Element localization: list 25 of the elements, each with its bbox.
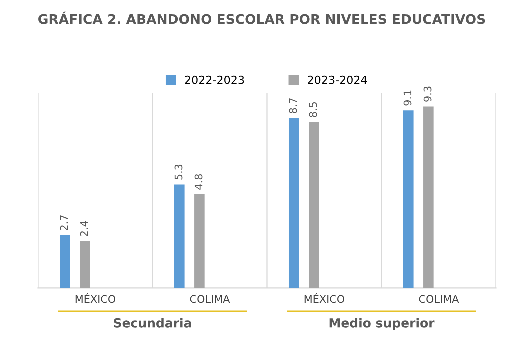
bar [194,194,205,288]
bar [80,241,90,288]
bar [60,235,70,288]
chart-title: GRÁFICA 2. ABANDONO ESCOLAR POR NIVELES EDUCATIVOS [38,12,486,24]
bar [403,110,414,288]
data-label: 9.3 [424,86,432,102]
text: Secundaria [114,318,192,328]
data-label: 8.5 [309,102,318,118]
bar [174,184,185,288]
legend-label: 2022-2023 [185,76,244,84]
data-label: 4.8 [194,174,203,190]
bar [288,118,300,288]
data-label: 5.3 [174,164,183,180]
bar [424,106,434,288]
bar [309,122,320,288]
data-label: 8.7 [289,98,298,114]
legend-label: 2023-2024 [308,76,368,84]
data-label: 9.1 [404,90,412,106]
data-label: 2.4 [80,221,88,236]
x-tick-label: COLIMA [419,295,460,304]
x-tick-label: MÉXICO [76,293,116,304]
x-tick-label: COLIMA [190,295,230,304]
data-label: 2.7 [60,216,68,231]
x-tick-label: MÉXICO [304,293,345,304]
text: Medio superior [330,318,435,330]
